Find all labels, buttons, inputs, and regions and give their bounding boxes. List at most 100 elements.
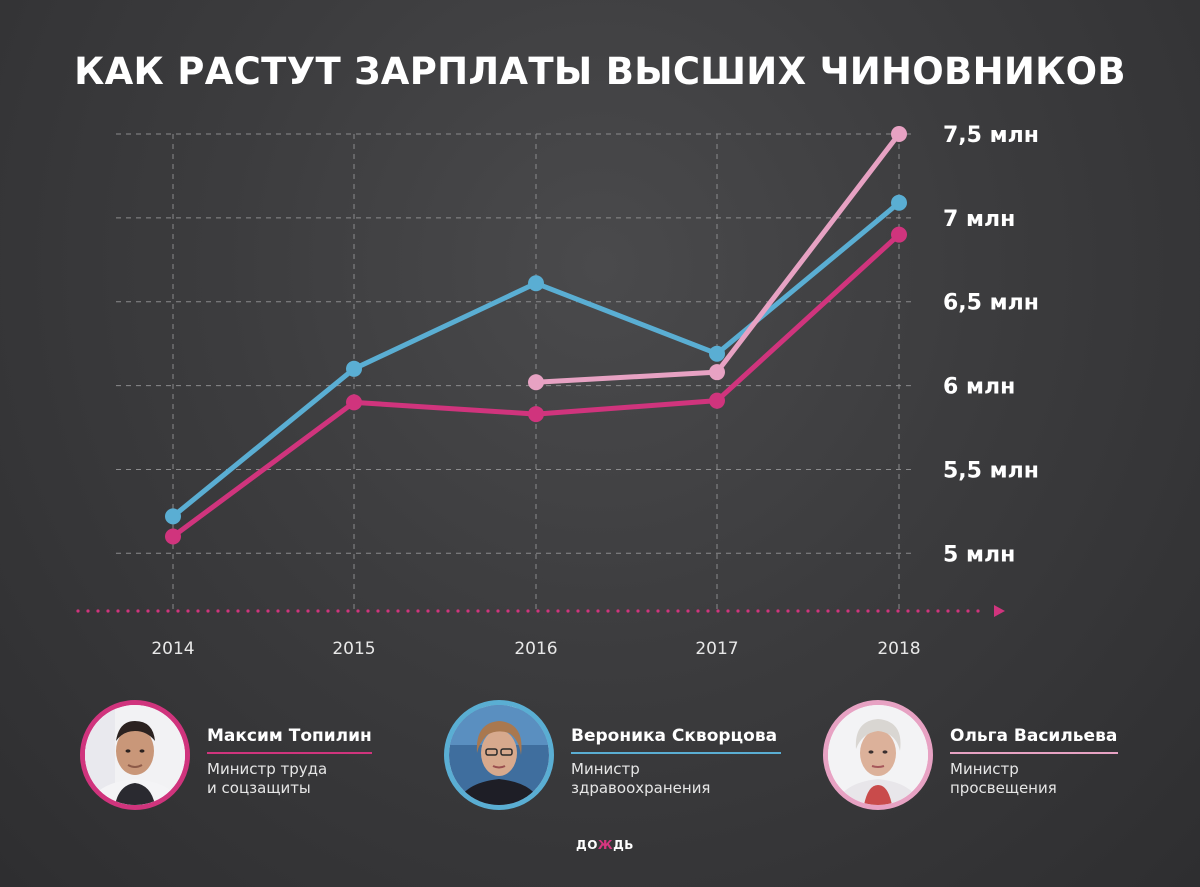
axis-dot bbox=[146, 609, 150, 613]
axis-dot bbox=[86, 609, 90, 613]
y-tick-label: 6,5 млн bbox=[943, 291, 1039, 316]
axis-dot bbox=[596, 609, 600, 613]
data-point bbox=[709, 345, 725, 362]
data-point bbox=[346, 360, 362, 377]
axis-dot bbox=[636, 609, 640, 613]
axis-dot bbox=[176, 609, 180, 613]
axis-arrowhead bbox=[994, 605, 1005, 617]
axis-dot bbox=[846, 609, 850, 613]
axis-dot bbox=[286, 609, 290, 613]
logo-text-3: ДЬ bbox=[613, 838, 634, 852]
horizontal-gridlines bbox=[116, 133, 915, 554]
axis-dot bbox=[326, 609, 330, 613]
axis-dot bbox=[496, 609, 500, 613]
axis-dot bbox=[936, 609, 940, 613]
role-line-2: и соцзащиты bbox=[207, 779, 311, 797]
axis-dot bbox=[956, 609, 960, 613]
axis-dot bbox=[156, 609, 160, 613]
axis-dot bbox=[856, 609, 860, 613]
axis-dot bbox=[336, 609, 340, 613]
axis-dot bbox=[236, 609, 240, 613]
person-name: Ольга Васильева bbox=[950, 726, 1118, 746]
axis-dot bbox=[526, 609, 530, 613]
axis-dot bbox=[466, 609, 470, 613]
role-line-2: просвещения bbox=[950, 779, 1057, 797]
x-axis-arrow bbox=[76, 605, 1005, 617]
y-tick-label: 6 млн bbox=[943, 375, 1015, 400]
person-card-vasilyeva: Ольга Васильева Министр просвещения bbox=[823, 700, 1123, 810]
axis-dot bbox=[826, 609, 830, 613]
axis-dot bbox=[566, 609, 570, 613]
axis-dot bbox=[226, 609, 230, 613]
role-line-1: Министр bbox=[571, 760, 640, 778]
axis-dot bbox=[546, 609, 550, 613]
data-point bbox=[528, 406, 544, 423]
portrait-icon bbox=[828, 705, 928, 805]
vertical-gridlines bbox=[172, 134, 900, 612]
line-chart: 5 млн 5,5 млн 6 млн 6,5 млн 7 млн 7,5 млн 201… bbox=[76, 123, 1039, 659]
axis-dot bbox=[886, 609, 890, 613]
data-point bbox=[346, 394, 362, 411]
axis-dot bbox=[116, 609, 120, 613]
x-tick-label: 2017 bbox=[695, 639, 738, 659]
axis-dot bbox=[96, 609, 100, 613]
person-card-topilin: Максим Топилин Министр труда и соцзащиты bbox=[80, 700, 380, 810]
data-point bbox=[709, 364, 725, 381]
axis-dot bbox=[766, 609, 770, 613]
axis-dot bbox=[206, 609, 210, 613]
data-point bbox=[891, 226, 907, 243]
axis-dot bbox=[346, 609, 350, 613]
logo-text-2: Ж bbox=[597, 838, 614, 852]
axis-dot bbox=[246, 609, 250, 613]
axis-dot bbox=[616, 609, 620, 613]
x-tick-label: 2015 bbox=[332, 639, 375, 659]
axis-dot bbox=[916, 609, 920, 613]
axis-dot bbox=[366, 609, 370, 613]
series-points bbox=[165, 126, 907, 545]
logo-text-1: ДО bbox=[576, 838, 598, 852]
axis-dot bbox=[186, 609, 190, 613]
axis-dot bbox=[456, 609, 460, 613]
person-name: Максим Топилин bbox=[207, 726, 372, 746]
axis-dot bbox=[536, 609, 540, 613]
axis-dot bbox=[406, 609, 410, 613]
axis-dot bbox=[946, 609, 950, 613]
axis-dot bbox=[126, 609, 130, 613]
data-point bbox=[528, 374, 544, 391]
axis-dot bbox=[676, 609, 680, 613]
axis-dot bbox=[576, 609, 580, 613]
x-tick-label: 2014 bbox=[151, 639, 194, 659]
person-underline bbox=[950, 752, 1118, 754]
axis-dot bbox=[316, 609, 320, 613]
avatar-skvortsova bbox=[444, 700, 554, 810]
person-role: Министр просвещения bbox=[950, 760, 1057, 798]
axis-dot bbox=[686, 609, 690, 613]
axis-dot bbox=[106, 609, 110, 613]
data-point bbox=[891, 194, 907, 211]
person-card-skvortsova: Вероника Скворцова Министр здравоохранен… bbox=[444, 700, 784, 810]
axis-dot bbox=[796, 609, 800, 613]
axis-dot bbox=[506, 609, 510, 613]
person-underline bbox=[571, 752, 781, 754]
axis-dot bbox=[866, 609, 870, 613]
axis-dot bbox=[816, 609, 820, 613]
portrait-icon bbox=[85, 705, 185, 805]
axis-dot bbox=[926, 609, 930, 613]
avatar-topilin bbox=[80, 700, 190, 810]
axis-dot bbox=[836, 609, 840, 613]
axis-dot bbox=[646, 609, 650, 613]
axis-dot bbox=[266, 609, 270, 613]
axis-dot bbox=[736, 609, 740, 613]
axis-dot bbox=[556, 609, 560, 613]
axis-dot bbox=[976, 609, 980, 613]
chart-title: КАК РАСТУТ ЗАРПЛАТЫ ВЫСШИХ ЧИНОВНИКОВ bbox=[74, 50, 1126, 93]
axis-dot bbox=[606, 609, 610, 613]
axis-dot bbox=[356, 609, 360, 613]
axis-dot bbox=[476, 609, 480, 613]
axis-dot bbox=[896, 609, 900, 613]
axis-dot bbox=[216, 609, 220, 613]
axis-dot bbox=[296, 609, 300, 613]
role-line-1: Министр труда bbox=[207, 760, 328, 778]
axis-dot bbox=[706, 609, 710, 613]
y-tick-labels: 5 млн 5,5 млн 6 млн 6,5 млн 7 млн 7,5 млн bbox=[943, 123, 1039, 567]
